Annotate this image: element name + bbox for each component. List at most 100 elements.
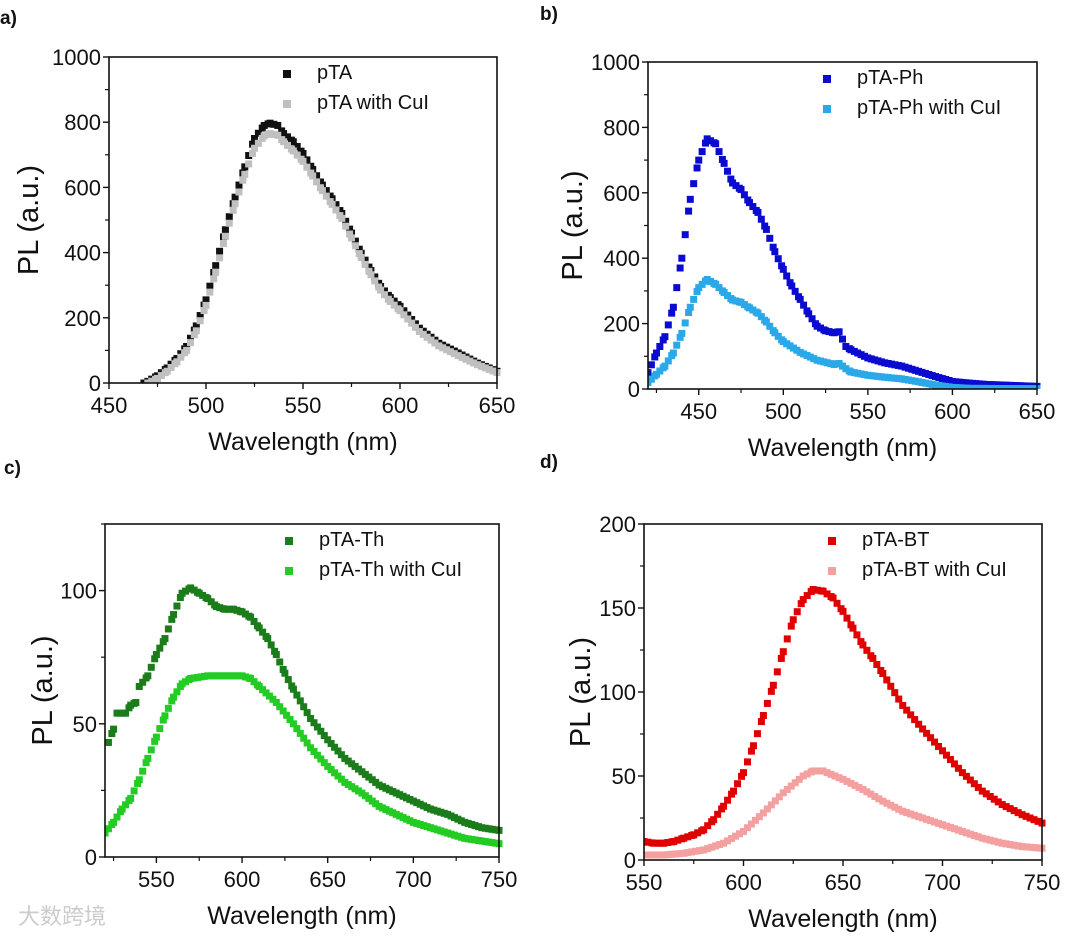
data-point <box>935 819 943 827</box>
data-point <box>334 747 342 755</box>
data-point <box>130 787 138 795</box>
data-point <box>783 635 791 643</box>
data-point <box>1002 803 1010 811</box>
data-point <box>680 834 688 842</box>
data-point <box>799 772 807 780</box>
data-point <box>296 729 304 737</box>
data-point <box>173 358 181 366</box>
data-point <box>279 665 287 673</box>
x-tick-label: 650 <box>309 867 346 892</box>
data-point <box>386 298 394 305</box>
y-tick-label: 1000 <box>52 45 101 70</box>
data-point <box>221 232 229 240</box>
data-point <box>281 669 289 677</box>
data-point <box>919 725 927 733</box>
data-point <box>648 361 655 369</box>
data-point <box>300 734 308 742</box>
data-point <box>377 286 385 294</box>
data-point <box>1010 841 1018 849</box>
data-point <box>809 586 817 594</box>
y-tick-label: 800 <box>64 110 101 135</box>
series-pTA-Th-with-CuI <box>105 672 503 848</box>
data-point <box>270 120 278 128</box>
data-point <box>939 747 946 755</box>
y-tick-label: 50 <box>73 712 97 737</box>
data-point <box>1014 809 1022 817</box>
data-point <box>173 688 181 696</box>
data-point <box>718 155 726 163</box>
y-tick-label: 1000 <box>591 50 640 75</box>
data-point <box>320 732 328 740</box>
data-point <box>1034 844 1042 852</box>
y-tick-label: 50 <box>612 764 636 789</box>
data-point <box>769 243 777 251</box>
data-point <box>777 654 785 662</box>
data-point <box>727 175 735 183</box>
data-point <box>206 288 214 296</box>
data-point <box>982 835 990 843</box>
data-point <box>795 775 803 783</box>
data-point <box>690 295 698 303</box>
data-point <box>309 165 317 173</box>
legend: pTA-Th pTA-Th with CuI <box>285 529 462 581</box>
data-point <box>779 265 787 273</box>
data-point <box>309 172 317 180</box>
data-point <box>656 851 664 859</box>
data-point <box>775 793 783 801</box>
data-point <box>757 313 765 321</box>
data-point <box>915 720 923 728</box>
markers <box>648 135 1041 389</box>
data-point <box>648 369 652 377</box>
data-point <box>704 822 712 830</box>
data-point <box>712 140 720 148</box>
data-point <box>303 709 311 717</box>
data-point <box>113 813 121 821</box>
data-point <box>728 834 736 842</box>
legend: pTA-BT pTA-BT with CuI <box>828 529 1007 581</box>
data-point <box>859 785 867 793</box>
data-point <box>427 336 435 344</box>
data-point <box>251 135 258 142</box>
data-point <box>390 297 398 305</box>
data-point <box>970 831 978 839</box>
data-point <box>361 256 369 264</box>
data-point <box>994 798 1002 806</box>
data-point <box>986 792 994 800</box>
data-point <box>762 225 770 233</box>
y-tick-label: 800 <box>603 115 640 140</box>
data-point <box>299 157 307 165</box>
y-tick-label: 0 <box>628 377 640 402</box>
data-point <box>342 222 350 230</box>
data-point <box>135 683 143 691</box>
data-point <box>835 774 843 782</box>
data-point <box>652 851 660 859</box>
y-axis-label: PL (a.u.) <box>565 637 597 747</box>
data-point <box>361 260 369 268</box>
data-point <box>332 201 340 209</box>
data-point <box>827 770 835 778</box>
data-point <box>774 255 782 263</box>
data-point <box>915 813 923 821</box>
data-point <box>690 180 698 188</box>
data-point <box>196 317 204 325</box>
data-point <box>754 309 762 317</box>
data-point <box>239 176 247 184</box>
series-pTA-BT <box>644 586 1046 847</box>
data-point <box>783 272 791 280</box>
data-point <box>720 159 728 167</box>
data-point <box>648 851 656 859</box>
data-point <box>408 319 416 327</box>
data-point <box>293 725 301 733</box>
data-point <box>450 350 458 358</box>
data-point <box>669 349 677 357</box>
data-point <box>431 339 439 347</box>
legend-swatch <box>823 75 831 83</box>
data-point <box>942 822 950 830</box>
data-point <box>404 315 412 323</box>
data-point <box>779 789 787 797</box>
data-point <box>435 342 443 350</box>
data-point <box>966 776 974 784</box>
data-point <box>200 306 208 314</box>
data-point <box>485 365 493 373</box>
data-point <box>712 842 720 850</box>
